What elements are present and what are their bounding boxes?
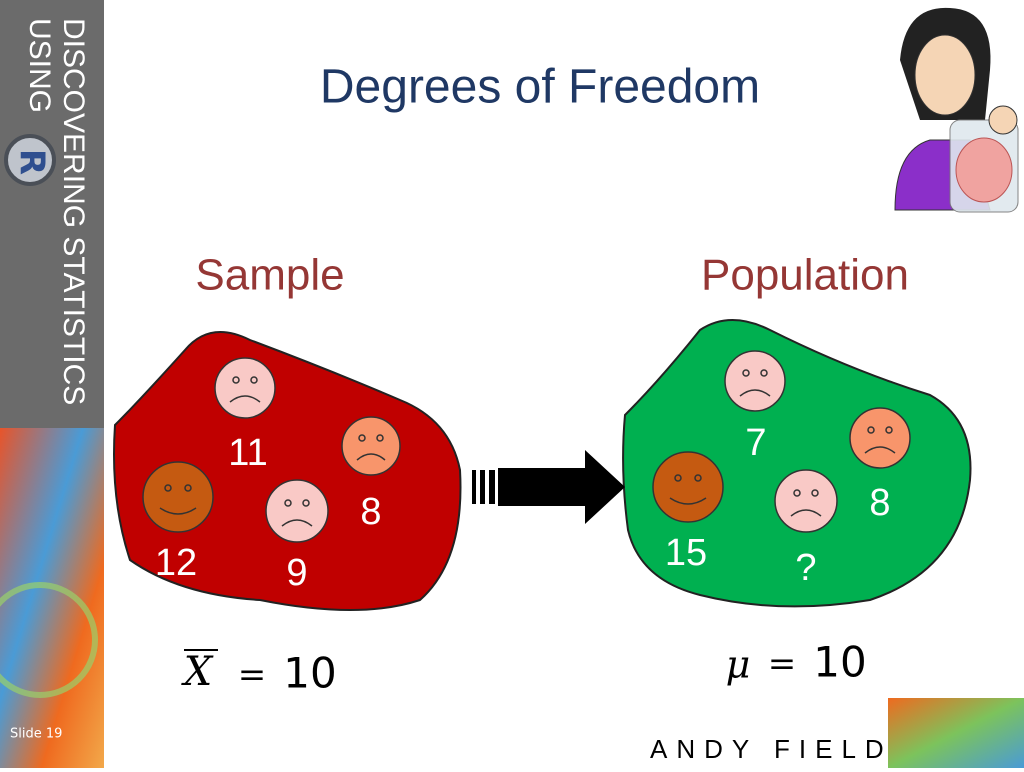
faces [142,350,911,543]
r-logo [4,134,56,186]
banner-text: USING [23,18,56,113]
slide-number: Slide 19 [10,727,62,742]
value: 8 [360,491,381,533]
sample-label: Sample [195,251,344,300]
value: 11 [228,432,267,474]
value: 12 [155,542,197,584]
value: ? [795,547,816,589]
mean: 10 [813,638,866,687]
arrow [472,450,625,524]
value: 15 [665,532,707,574]
banner [0,0,104,428]
banner-text: DISCOVERING STATISTICS [57,18,90,405]
title: Degrees of Freedom [320,61,760,114]
illustration [894,7,1019,213]
author: ANDY FIELD [650,734,893,764]
value: 8 [869,482,890,524]
symbol: X [181,649,214,695]
corner-art [888,698,1024,768]
population-label: Population [701,251,909,300]
value: 7 [745,422,766,464]
banner-art [0,428,104,768]
population-blob [622,319,972,608]
symbol: μ [726,643,751,687]
art-ring [0,582,98,698]
value: 9 [286,552,307,594]
sample-blob [113,331,462,611]
equals: = [238,655,267,695]
logo-text: R [12,149,52,175]
mean: 10 [283,649,336,698]
equals: = [768,644,797,684]
